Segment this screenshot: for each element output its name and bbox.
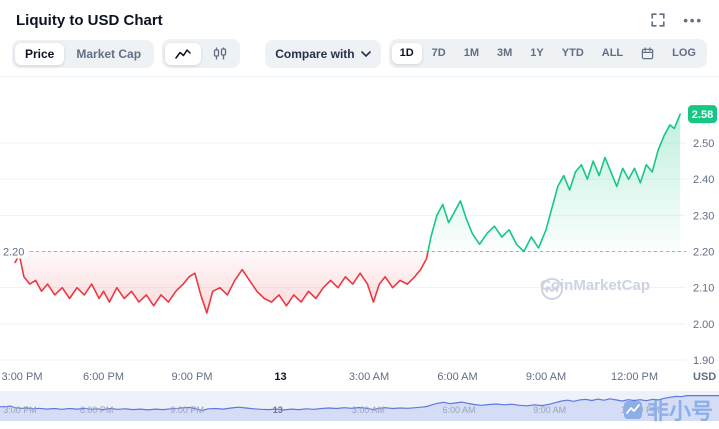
range-7d[interactable]: 7D — [424, 43, 454, 64]
svg-text:3:00 AM: 3:00 AM — [349, 371, 389, 383]
candlestick-icon[interactable] — [203, 42, 237, 65]
svg-text:2.50: 2.50 — [693, 138, 714, 150]
svg-text:2.58: 2.58 — [692, 109, 713, 121]
line-chart-icon[interactable] — [165, 42, 202, 65]
svg-text:2.10: 2.10 — [693, 283, 714, 295]
svg-text:3:00 PM: 3:00 PM — [3, 405, 37, 415]
range-ytd[interactable]: YTD — [554, 43, 592, 64]
svg-text:9:00 AM: 9:00 AM — [533, 405, 566, 415]
navigator-brush-svg[interactable]: 3:00 PM 6:00 PM 9:00 PM 13 3:00 AM 6:00 AM 9:0… — [0, 391, 719, 421]
svg-text:9:00 AM: 9:00 AM — [526, 371, 566, 383]
svg-text:13: 13 — [273, 405, 283, 415]
svg-text:1.90: 1.90 — [693, 355, 714, 367]
svg-text:2.00: 2.00 — [693, 319, 714, 331]
range-1m[interactable]: 1M — [456, 43, 487, 64]
tab-price[interactable]: Price — [15, 42, 65, 65]
svg-text:6:00 PM: 6:00 PM — [83, 371, 124, 383]
page-title: Liquity to USD Chart — [16, 11, 163, 29]
svg-text:12:00 PM: 12:00 PM — [611, 371, 658, 383]
svg-text:12:00 PM: 12:00 PM — [621, 405, 660, 415]
price-chart-svg[interactable]: 2.50 2.40 2.30 2.20 2.10 2.00 1.90 3:00 PM 6:00 … — [0, 77, 719, 387]
range-1d[interactable]: 1D — [391, 43, 422, 64]
svg-text:9:00 PM: 9:00 PM — [170, 405, 204, 415]
compare-with-label: Compare with — [275, 46, 355, 61]
chevron-down-icon — [360, 50, 371, 57]
fullscreen-icon[interactable] — [651, 13, 665, 27]
svg-text:USD: USD — [693, 371, 716, 383]
svg-text:9:00 PM: 9:00 PM — [172, 371, 213, 383]
chart-navigator: 3:00 PM 6:00 PM 9:00 PM 13 3:00 AM 6:00 AM 9:0… — [0, 391, 719, 421]
range-1y[interactable]: 1Y — [522, 43, 551, 64]
chart-header: Liquity to USD Chart ••• — [0, 0, 719, 32]
log-toggle[interactable]: LOG — [664, 43, 704, 64]
price-chart-area: 2.50 2.40 2.30 2.20 2.10 2.00 1.90 3:00 PM 6:00 … — [0, 77, 719, 387]
svg-text:6:00 AM: 6:00 AM — [437, 371, 477, 383]
svg-text:2.20: 2.20 — [693, 247, 714, 259]
svg-text:2.20: 2.20 — [3, 247, 24, 259]
compare-with-button[interactable]: Compare with — [265, 39, 381, 68]
range-selector: 1D 7D 1M 3M 1Y YTD ALL LOG — [388, 39, 707, 68]
range-all[interactable]: ALL — [594, 43, 631, 64]
svg-text:2.40: 2.40 — [693, 174, 714, 186]
svg-text:2.30: 2.30 — [693, 210, 714, 222]
svg-text:3:00 AM: 3:00 AM — [352, 405, 385, 415]
svg-text:13: 13 — [274, 371, 286, 383]
chart-toolbar: Price Market Cap Compare with — [0, 32, 719, 77]
svg-text:6:00 AM: 6:00 AM — [442, 405, 475, 415]
svg-text:3:00 PM: 3:00 PM — [2, 371, 43, 383]
range-3m[interactable]: 3M — [489, 43, 520, 64]
calendar-icon[interactable] — [633, 42, 662, 65]
tab-market-cap[interactable]: Market Cap — [66, 43, 151, 65]
metric-toggle: Price Market Cap — [12, 39, 155, 68]
svg-text:6:00 PM: 6:00 PM — [80, 405, 114, 415]
more-options-icon[interactable]: ••• — [683, 12, 703, 28]
chart-type-toggle — [162, 39, 241, 68]
